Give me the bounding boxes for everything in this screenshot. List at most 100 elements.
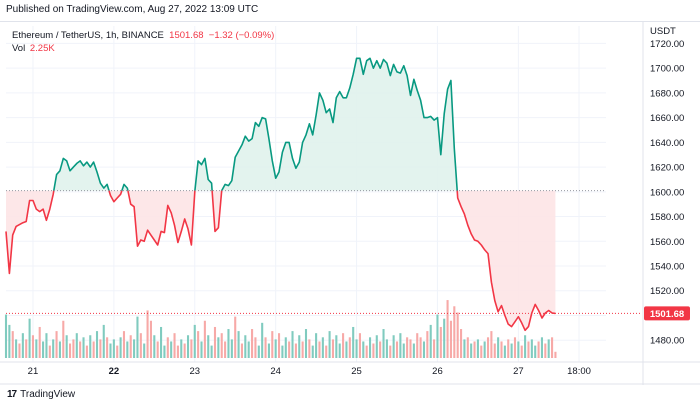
volume-bar <box>271 331 274 358</box>
x-tick-label: 18:00 <box>567 366 591 377</box>
volume-bar <box>308 339 311 358</box>
volume-bar <box>362 341 365 358</box>
volume-bar <box>213 326 217 358</box>
volume-bar <box>338 343 341 358</box>
volume-bar <box>409 339 412 358</box>
last-price-tag-bg <box>644 306 690 321</box>
volume-bar <box>311 345 314 358</box>
volume-bar <box>106 337 109 358</box>
y-tick-label: 1660.00 <box>650 113 684 124</box>
volume-bar <box>4 314 8 358</box>
volume-bar <box>72 339 75 358</box>
volume-bar <box>45 333 48 358</box>
volume-bar <box>527 341 530 358</box>
volume-bar <box>163 345 166 358</box>
volume-bar <box>203 320 206 358</box>
volume-bar <box>318 341 321 358</box>
volume-bar <box>42 341 45 358</box>
volume-bar <box>69 343 72 358</box>
volume-bar <box>294 343 297 358</box>
volume-bar <box>8 324 11 358</box>
volume-bar <box>507 339 510 358</box>
volume-bar <box>429 324 432 358</box>
volume-bar <box>284 337 287 358</box>
x-tick-label: 25 <box>351 366 362 377</box>
volume-bar <box>79 341 82 358</box>
volume-bar <box>35 339 38 358</box>
volume-bar <box>365 345 368 358</box>
price-line-down <box>5 190 55 275</box>
volume-bar <box>490 331 493 358</box>
published-caption: Published on TradingView.com, Aug 27, 20… <box>6 4 259 15</box>
y-tick-label: 1700.00 <box>650 64 684 75</box>
volume-bar <box>379 341 382 358</box>
volume-bar <box>331 339 335 358</box>
time-axis[interactable]: 21 22 23 24 25 26 27 18:00 <box>0 361 700 385</box>
volume-bar <box>372 343 375 358</box>
volume-bar <box>460 329 463 358</box>
volume-bar <box>470 343 473 358</box>
volume-bar <box>486 337 490 358</box>
volume-bar <box>544 343 547 358</box>
volume-bar <box>234 316 237 358</box>
volume-bar <box>149 320 152 358</box>
legend-volume-value: 2.25K <box>29 43 55 54</box>
volume-bar <box>510 343 513 358</box>
volume-bar <box>335 335 338 358</box>
volume-bar <box>153 335 156 358</box>
volume-bar <box>156 341 159 358</box>
x-tick-label: 26 <box>432 366 443 377</box>
volume-bar <box>112 339 115 358</box>
area-below-baseline <box>6 190 54 274</box>
chart-frame <box>0 21 700 406</box>
volume-bar <box>315 333 318 358</box>
volume-bar <box>547 339 550 358</box>
volume-bar <box>291 331 294 358</box>
volume-bar <box>385 339 388 358</box>
price-axis[interactable]: 1480.001500.001520.001540.001560.001580.… <box>642 22 684 385</box>
area-above-baseline <box>221 58 458 191</box>
volume-bar <box>38 326 41 358</box>
volume-bar <box>224 341 227 358</box>
volume-bar <box>197 331 200 358</box>
volume-bar <box>200 341 203 358</box>
volume-bar <box>85 345 88 358</box>
volume-bar <box>217 337 220 358</box>
volume-bar <box>62 320 65 358</box>
legend-volume-label[interactable]: Vol <box>12 43 26 54</box>
volume-bar <box>28 318 31 358</box>
volume-bar <box>277 333 281 358</box>
volume-bar <box>551 337 554 358</box>
volume-bar <box>122 331 126 358</box>
volume-bar <box>355 339 358 358</box>
area-below-baseline <box>127 190 195 247</box>
y-tick-label: 1640.00 <box>650 138 684 149</box>
y-tick-label: 1580.00 <box>650 212 684 223</box>
volume-bar <box>416 333 419 358</box>
area-below-baseline <box>109 190 122 202</box>
tradingview-logo[interactable]: 17 <box>7 389 17 400</box>
footer-brand[interactable]: TradingView <box>20 389 76 400</box>
volume-bar <box>180 339 183 358</box>
y-tick-label: 1480.00 <box>650 336 684 347</box>
price-area-fills <box>6 58 556 331</box>
volume-bar <box>449 320 452 358</box>
volume-bar <box>166 337 169 358</box>
volume-bar <box>65 335 68 358</box>
volume-bar <box>375 335 378 358</box>
price-line-up <box>194 157 213 191</box>
volume-bar <box>119 337 122 358</box>
volume-bar <box>92 341 95 358</box>
legend-symbol[interactable]: Ethereum / TetherUS, 1h, BINANCE <box>12 30 164 41</box>
volume-bar <box>352 326 355 358</box>
volume-bar <box>537 341 540 358</box>
volume-bar <box>267 343 270 358</box>
volume-bar <box>139 333 142 358</box>
volume-bar <box>399 333 402 358</box>
volume-bar <box>503 345 506 358</box>
volume-bar <box>325 345 328 358</box>
legend-symbol-row: Ethereum / TetherUS, 1h, BINANCE 1501.68… <box>12 29 274 42</box>
volume-bar <box>176 345 179 358</box>
volume-bar <box>419 337 422 358</box>
